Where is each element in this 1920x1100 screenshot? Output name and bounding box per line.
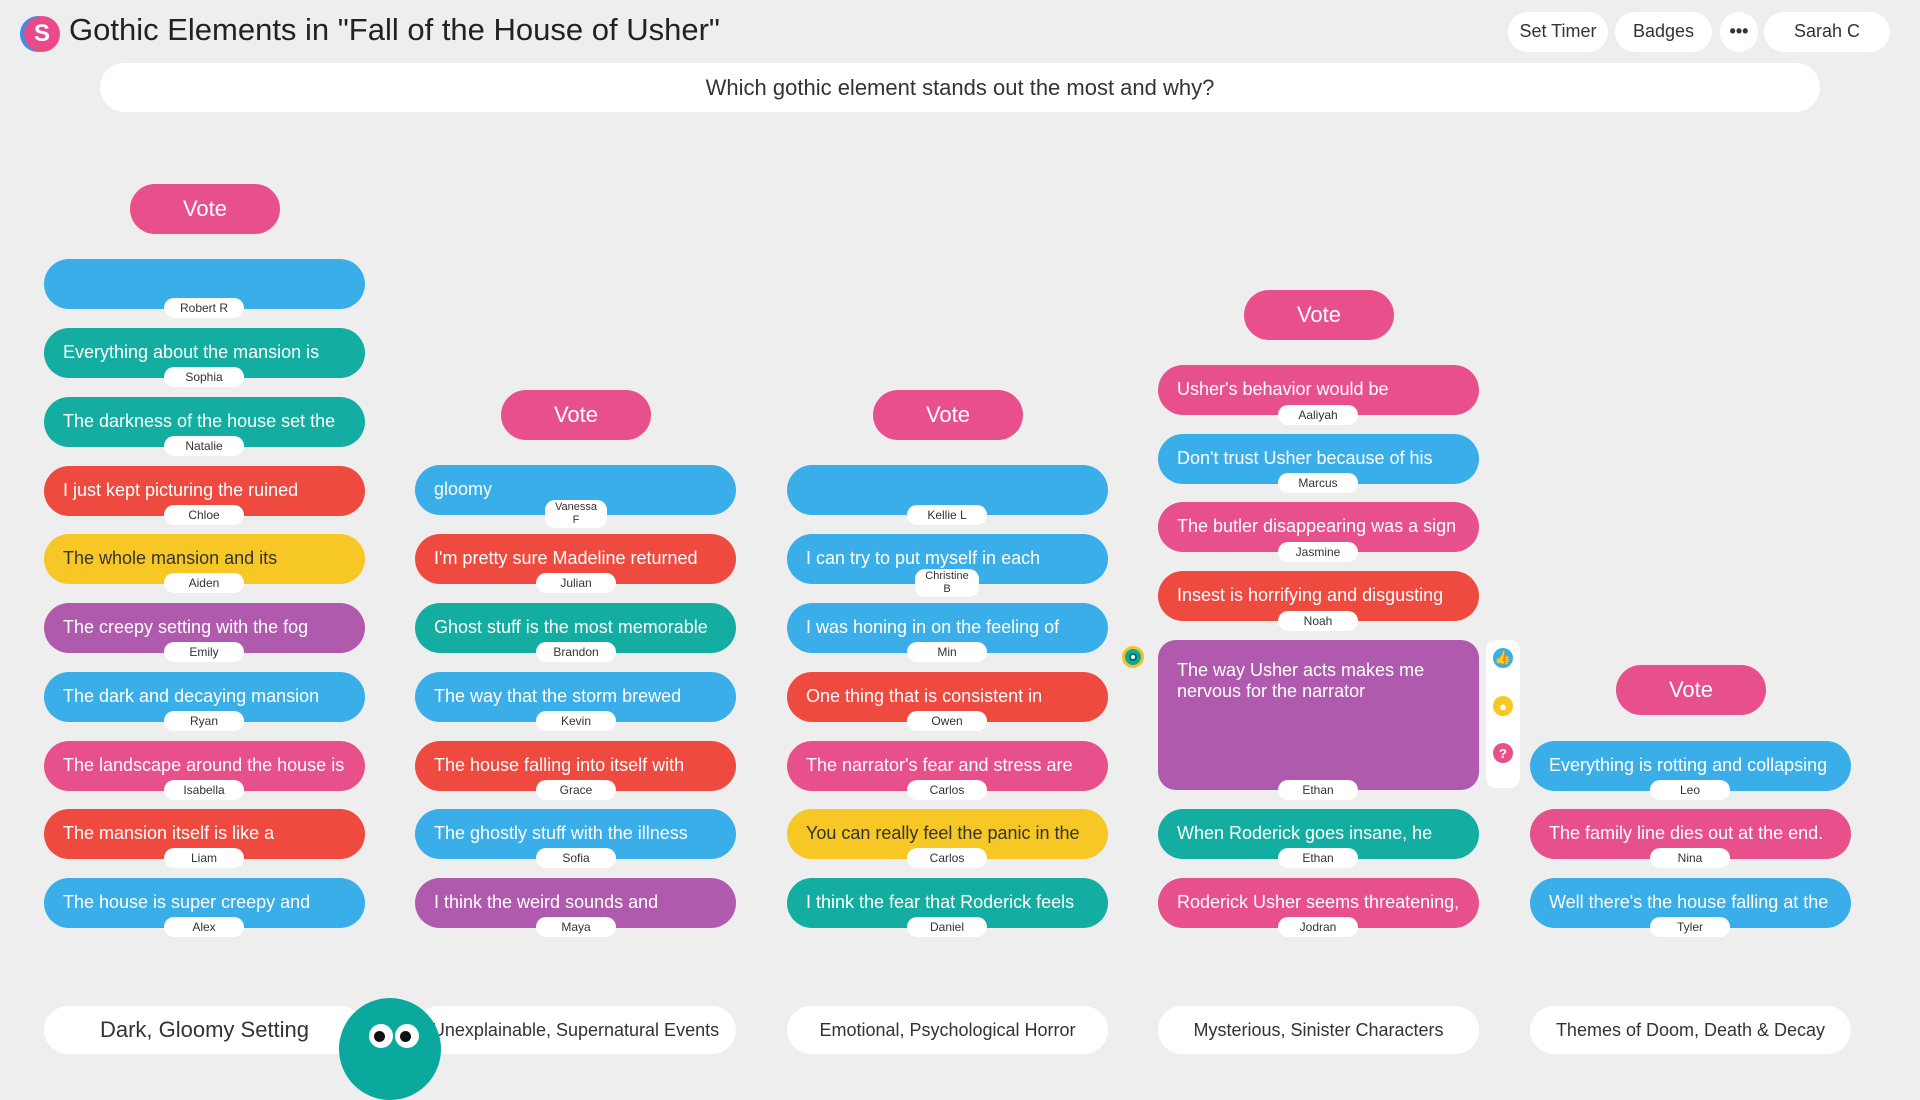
set-timer-button[interactable]: Set Timer — [1508, 12, 1608, 52]
author-tag: Marcus — [1278, 473, 1358, 493]
author-tag: Ethan — [1278, 780, 1358, 800]
author-tag: Daniel — [907, 917, 987, 937]
mascot-eye — [369, 1024, 393, 1048]
vote-button-col-2[interactable]: Vote — [501, 390, 651, 440]
like-icon[interactable]: 👍 — [1493, 648, 1513, 668]
lightbulb-icon[interactable]: ● — [1493, 696, 1513, 716]
author-tag: Liam — [164, 848, 244, 868]
author-tag: Aiden — [164, 573, 244, 593]
author-tag: Ethan — [1278, 848, 1358, 868]
author-tag: Jodran — [1278, 917, 1358, 937]
response-card[interactable]: I can try to put myself in each — [787, 534, 1108, 584]
author-tag: Noah — [1278, 611, 1358, 631]
author-tag: Maya — [536, 917, 616, 937]
author-tag: Kevin — [536, 711, 616, 731]
column-label-4[interactable]: Mysterious, Sinister Characters — [1158, 1006, 1479, 1054]
author-tag: Min — [907, 642, 987, 662]
author-tag: Carlos — [907, 780, 987, 800]
column-label-2[interactable]: Unexplainable, Supernatural Events — [415, 1006, 736, 1054]
vote-button-col-5[interactable]: Vote — [1616, 665, 1766, 715]
author-tag: Julian — [536, 573, 616, 593]
app-logo[interactable]: S — [24, 16, 60, 52]
author-tag: Emily — [164, 642, 244, 662]
author-tag: Ryan — [164, 711, 244, 731]
author-tag: Jasmine — [1278, 542, 1358, 562]
badges-button[interactable]: Badges — [1615, 12, 1712, 52]
column-label-5[interactable]: Themes of Doom, Death & Decay — [1530, 1006, 1851, 1054]
response-card[interactable]: Usher's behavior would be — [1158, 365, 1479, 415]
spotlight-icon[interactable] — [1122, 646, 1144, 668]
author-tag: Nina — [1650, 848, 1730, 868]
author-tag: Sofia — [536, 848, 616, 868]
question-icon[interactable]: ? — [1493, 743, 1513, 763]
card-reaction-toolbar: 👍 ● ? — [1486, 640, 1520, 788]
author-tag: Christine B — [915, 569, 979, 597]
vote-button-col-1[interactable]: Vote — [130, 184, 280, 234]
mascot-character[interactable] — [339, 998, 441, 1100]
more-options-button[interactable]: ••• — [1720, 12, 1758, 52]
response-card[interactable]: Everything is rotting and collapsing — [1530, 741, 1851, 791]
author-tag: Leo — [1650, 780, 1730, 800]
column-label-3[interactable]: Emotional, Psychological Horror — [787, 1006, 1108, 1054]
response-card-expanded[interactable]: The way Usher acts makes me nervous for … — [1158, 640, 1479, 790]
author-tag: Kellie L — [907, 505, 987, 525]
author-tag: Isabella — [164, 780, 244, 800]
user-menu-button[interactable]: Sarah C — [1764, 12, 1890, 52]
author-tag: Carlos — [907, 848, 987, 868]
column-label-1[interactable]: Dark, Gloomy Setting — [44, 1006, 365, 1054]
author-tag: Grace — [536, 780, 616, 800]
author-tag: Sophia — [164, 367, 244, 387]
discussion-question: Which gothic element stands out the most… — [100, 63, 1820, 112]
page-title: Gothic Elements in "Fall of the House of… — [69, 12, 720, 47]
author-tag: Vanessa F — [545, 500, 607, 528]
author-tag: Robert R — [164, 298, 244, 318]
author-tag: Chloe — [164, 505, 244, 525]
author-tag: Owen — [907, 711, 987, 731]
author-tag: Aaliyah — [1278, 405, 1358, 425]
author-tag: Natalie — [164, 436, 244, 456]
author-tag: Tyler — [1650, 917, 1730, 937]
author-tag: Alex — [164, 917, 244, 937]
vote-button-col-4[interactable]: Vote — [1244, 290, 1394, 340]
vote-button-col-3[interactable]: Vote — [873, 390, 1023, 440]
response-card[interactable]: Everything about the mansion is — [44, 328, 365, 378]
author-tag: Brandon — [536, 642, 616, 662]
mascot-eye — [395, 1024, 419, 1048]
